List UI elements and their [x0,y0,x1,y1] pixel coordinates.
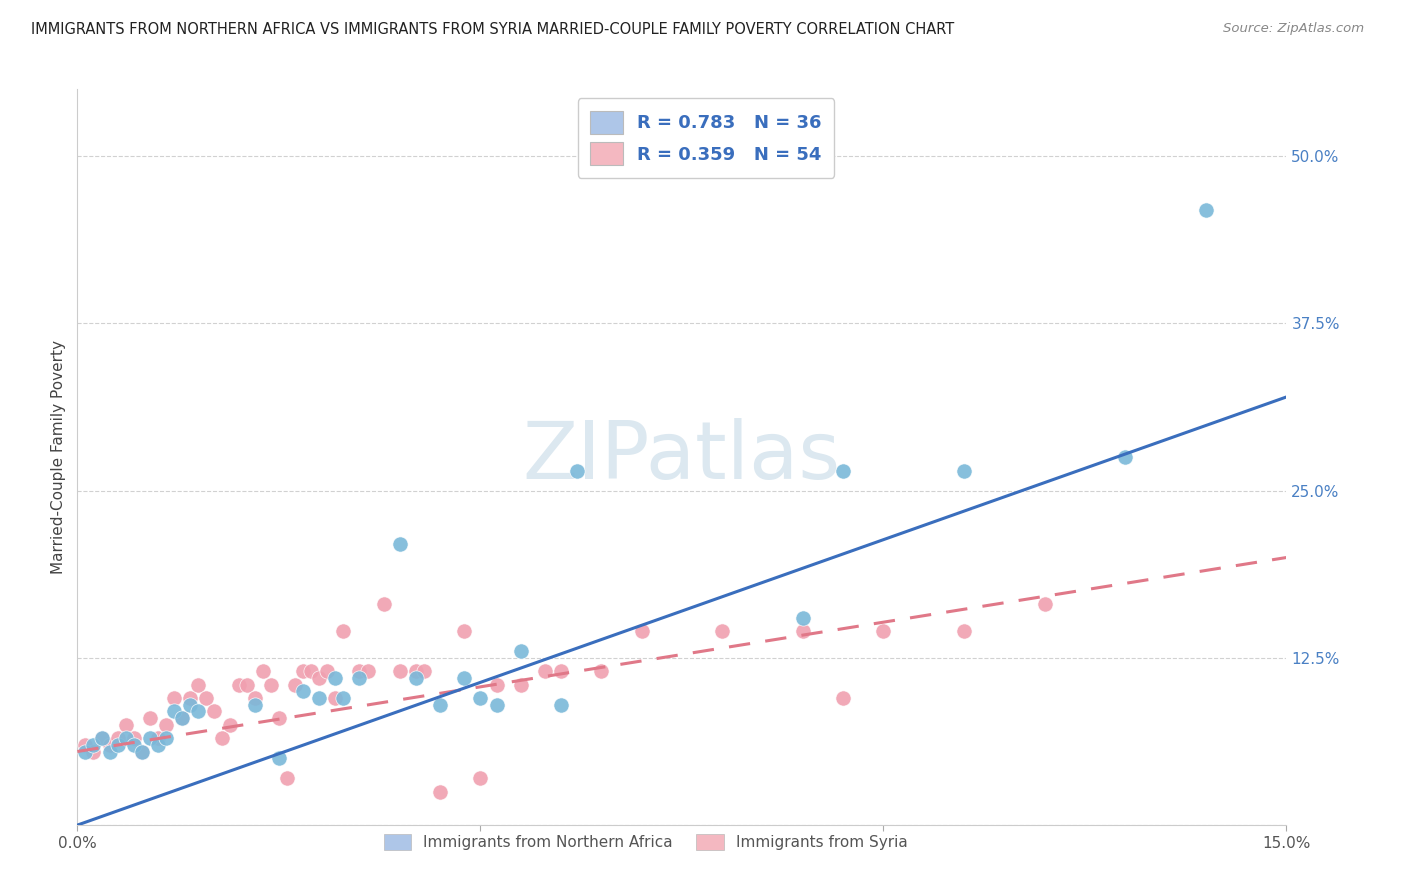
Point [429,698,451,712]
Text: ZIPatlas: ZIPatlas [523,418,841,496]
Point [260,678,283,692]
Point [122,738,145,752]
Point [413,664,436,679]
Point [299,664,322,679]
Point [591,664,613,679]
Point [534,664,557,679]
Point [228,678,250,692]
Point [235,678,257,692]
Point [267,711,290,725]
Point [332,624,354,639]
Text: IMMIGRANTS FROM NORTHERN AFRICA VS IMMIGRANTS FROM SYRIA MARRIED-COUPLE FAMILY P: IMMIGRANTS FROM NORTHERN AFRICA VS IMMIG… [31,22,955,37]
Point [211,731,233,746]
Point [565,464,588,478]
Point [252,664,274,679]
Point [453,671,475,685]
Point [832,690,855,705]
Point [1195,202,1218,217]
Point [202,705,225,719]
Point [630,624,652,639]
Point [114,717,136,731]
Text: Source: ZipAtlas.com: Source: ZipAtlas.com [1223,22,1364,36]
Point [179,698,201,712]
Point [75,744,97,758]
Point [155,731,177,746]
Point [131,744,153,758]
Point [163,705,186,719]
Point [114,731,136,746]
Point [485,678,508,692]
Point [195,690,218,705]
Point [323,690,346,705]
Point [470,771,492,786]
Point [470,690,492,705]
Point [75,738,97,752]
Point [792,624,814,639]
Point [292,684,315,698]
Point [509,644,531,658]
Point [550,698,572,712]
Point [509,678,531,692]
Point [155,717,177,731]
Point [98,738,121,752]
Point [163,690,186,705]
Point [832,464,855,478]
Point [276,771,298,786]
Point [349,664,371,679]
Point [82,738,104,752]
Point [792,610,814,624]
Point [485,698,508,712]
Point [373,598,395,612]
Point [405,671,427,685]
Point [332,690,354,705]
Legend: Immigrants from Northern Africa, Immigrants from Syria: Immigrants from Northern Africa, Immigra… [377,827,915,858]
Point [308,671,330,685]
Point [953,464,976,478]
Point [187,678,209,692]
Y-axis label: Married-Couple Family Poverty: Married-Couple Family Poverty [51,340,66,574]
Point [953,624,976,639]
Point [179,690,201,705]
Point [131,744,153,758]
Point [267,751,290,765]
Point [429,785,451,799]
Point [1114,450,1136,464]
Point [243,690,266,705]
Point [187,705,209,719]
Point [90,731,112,746]
Point [172,711,194,725]
Point [316,664,339,679]
Point [219,717,242,731]
Point [453,624,475,639]
Point [122,731,145,746]
Point [405,664,427,679]
Point [356,664,378,679]
Point [146,738,169,752]
Point [323,671,346,685]
Point [1033,598,1056,612]
Point [90,731,112,746]
Point [107,738,129,752]
Point [284,678,307,692]
Point [82,744,104,758]
Point [308,690,330,705]
Point [139,731,162,746]
Point [388,664,411,679]
Point [139,711,162,725]
Point [146,731,169,746]
Point [243,698,266,712]
Point [711,624,734,639]
Point [872,624,894,639]
Point [349,671,371,685]
Point [388,537,411,551]
Point [98,744,121,758]
Point [292,664,315,679]
Point [550,664,572,679]
Point [107,731,129,746]
Point [172,711,194,725]
